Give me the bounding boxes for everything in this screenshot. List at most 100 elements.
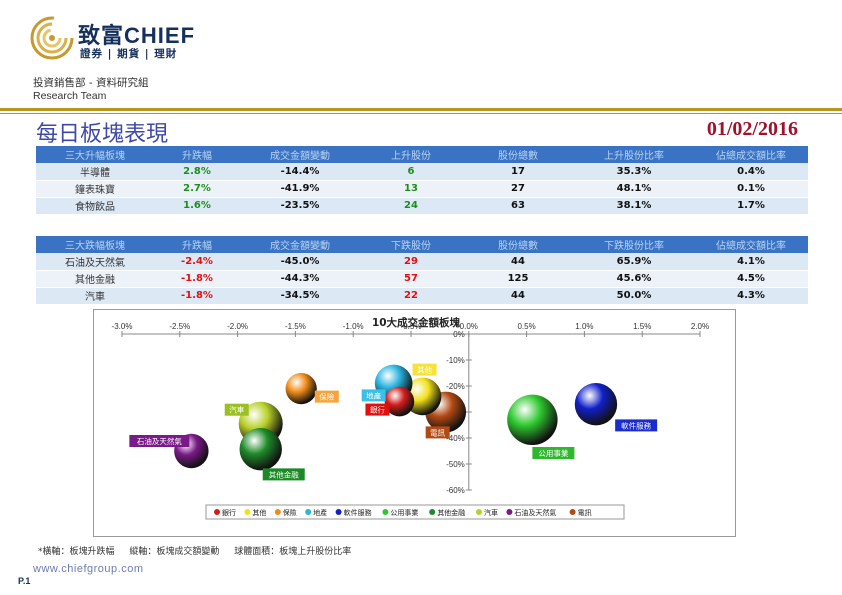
ratio-cell: 50.0% [574,287,694,305]
change-cell: 2.8% [154,163,240,181]
gold-divider-thin [0,113,842,114]
change-cell: 2.7% [154,180,240,198]
bubble [574,383,618,426]
table-row: 其他金融 -1.8% -44.3% 57 125 45.6% 4.5% [36,270,808,288]
change-cell: -1.8% [154,287,240,305]
chart-legend-box [205,504,625,520]
bubble-label: 地產 [366,390,381,400]
y-tick-label: 0% [453,330,465,339]
column-header: 升跌幅 [154,236,240,253]
legend-label: 汽車 [484,508,498,517]
table-row: 半導體 2.8% -14.4% 6 17 35.3% 0.4% [36,163,808,181]
logo-english: CHIEF [124,23,196,48]
bubble-label-bg [129,435,190,447]
legend-marker [569,509,576,515]
bubble-label: 公用事業 [538,448,568,458]
x-tick-label: 1.0% [575,322,593,331]
column-header: 股份總數 [462,146,574,163]
total-cell: 17 [462,163,574,181]
footnote-x-axis: *橫軸：板塊升跌幅 [38,547,115,557]
legend-label: 其他 [252,508,266,517]
department-label: 投資銷售部 - 資料研究組 [33,77,149,89]
turnover-cell: -41.9% [240,180,360,198]
column-header: 成交金額變動 [240,146,360,163]
sector-name: 食物飲品 [36,197,154,215]
bubble-label: 銀行 [370,405,385,415]
bubble-label-bg [224,403,249,416]
gold-divider [0,108,842,111]
x-tick-label: -3.0% [112,322,133,331]
count-cell: 24 [360,197,462,215]
legend-marker [305,509,312,515]
column-header: 上升股份比率 [574,146,694,163]
y-tick-label: -10% [446,356,465,365]
sector-name: 半導體 [36,163,154,181]
column-header: 下跌股份比率 [574,236,694,253]
bubble-label: 汽車 [229,405,244,415]
bubble-label-bg [412,363,437,376]
count-cell: 29 [360,253,462,271]
table-row: 鐘表珠寶 2.7% -41.9% 13 27 48.1% 0.1% [36,180,808,198]
count-cell: 6 [360,163,462,181]
share-cell: 4.3% [694,287,808,305]
change-cell: 1.6% [154,197,240,215]
footnote-bubble: 球體面積：板塊上升股份比率 [234,547,352,557]
turnover-cell: -23.5% [240,197,360,215]
legend-label: 軟件服務 [344,508,372,517]
team-label: Research Team [33,90,107,102]
legend-label: 地產 [313,508,327,517]
y-tick-label: -40% [446,434,465,443]
table-row: 汽車 -1.8% -34.5% 22 44 50.0% 4.3% [36,287,808,305]
share-cell: 4.5% [694,270,808,288]
bubble [384,386,415,417]
ratio-cell: 48.1% [574,180,694,198]
footnote-y-axis: 縱軸：板塊成交額變動 [129,547,220,557]
bubble-label: 其他 [417,365,432,375]
change-cell: -2.4% [154,253,240,271]
count-cell: 13 [360,180,462,198]
share-cell: 4.1% [694,253,808,271]
bubble-label: 電訊 [430,427,445,437]
legend-marker [506,509,513,515]
website-link[interactable]: www.chiefgroup.com [33,563,144,575]
total-cell: 27 [462,180,574,198]
change-cell: -1.8% [154,270,240,288]
column-header: 上升股份 [360,146,462,163]
sector-name: 鐘表珠寶 [36,180,154,198]
bubble-label-bg [365,403,390,416]
bubble-label-bg [314,390,339,403]
column-header: 成交金額變動 [240,236,360,253]
chart-title: 10大成交金額板塊 [372,316,461,329]
x-tick-label: -1.0% [343,322,364,331]
total-cell: 44 [462,253,574,271]
total-cell: 125 [462,270,574,288]
bubble-label: 其他金融 [269,469,299,479]
logo-text: 致富CHIEF [78,18,195,50]
legend-marker [335,509,342,515]
x-tick-label: -1.5% [285,322,306,331]
bubble-chart-svg: 10大成交金額板塊 -3.0% -2.5% -2.0% -1.5% -1.0% -0.5% 0… [112,316,709,520]
count-cell: 22 [360,287,462,305]
turnover-cell: -45.0% [240,253,360,271]
total-cell: 63 [462,197,574,215]
table-row: 石油及天然氣 -2.4% -45.0% 29 44 65.9% 4.1% [36,253,808,271]
column-header: 三大跌幅板塊 [36,236,154,253]
total-cell: 44 [462,287,574,305]
legend-marker [214,509,220,515]
ratio-cell: 65.9% [574,253,694,271]
bubble-label-bg [361,389,386,402]
ratio-cell: 38.1% [574,197,694,215]
legend-label: 石油及天然氣 [514,508,556,517]
company-logo: 致富CHIEF 證券 | 期貨 | 理財 [30,16,240,64]
sector-name: 其他金融 [36,270,154,288]
y-tick-label: -60% [446,486,465,495]
x-tick-label: 0.5% [517,322,535,331]
x-tick-label: 2.0% [691,322,709,331]
legend-marker [244,509,251,515]
column-header: 升跌幅 [154,146,240,163]
logo-subtitle: 證券 | 期貨 | 理財 [80,48,178,60]
bubble-label-bg [425,426,450,439]
chief-swirl-icon [30,16,74,60]
x-tick-label: -2.0% [227,322,248,331]
bubble-chart: 10大成交金額板塊 -3.0% -2.5% -2.0% -1.5% -1.0% -0.5% 0… [93,309,736,537]
